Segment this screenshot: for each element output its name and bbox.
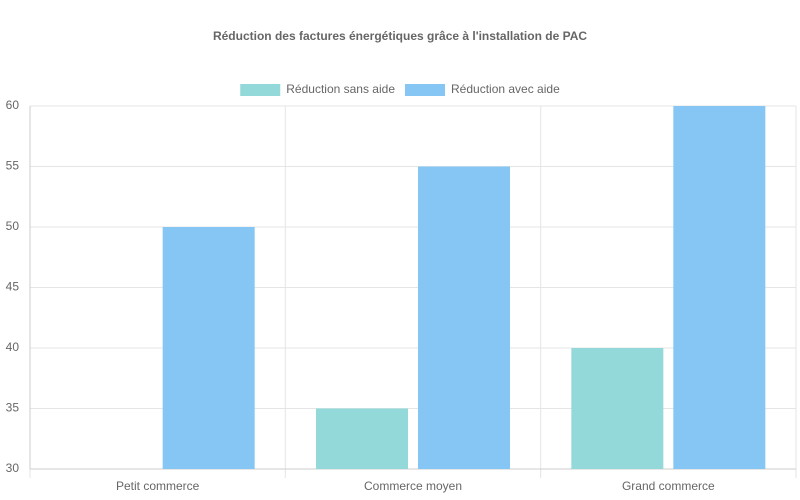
chart-title: Réduction des factures énergétiques grâc… (213, 29, 587, 43)
y-tick-label: 35 (6, 401, 20, 415)
legend-label: Réduction sans aide (286, 82, 395, 96)
bar (673, 106, 766, 469)
x-tick-label: Grand commerce (622, 479, 715, 493)
y-tick-label: 40 (6, 340, 20, 354)
legend-label: Réduction avec aide (451, 82, 560, 96)
y-tick-label: 60 (6, 98, 20, 112)
legend-swatch (405, 84, 445, 96)
y-tick-label: 55 (6, 159, 20, 173)
bar (418, 166, 510, 469)
y-tick-label: 50 (6, 219, 20, 233)
legend-swatch (240, 84, 281, 96)
y-tick-label: 45 (6, 280, 20, 294)
bar (316, 408, 408, 469)
x-tick-label: Petit commerce (116, 479, 200, 493)
bar (571, 348, 664, 469)
bar (162, 227, 255, 469)
y-tick-label: 30 (6, 461, 20, 475)
x-tick-label: Commerce moyen (364, 479, 462, 493)
